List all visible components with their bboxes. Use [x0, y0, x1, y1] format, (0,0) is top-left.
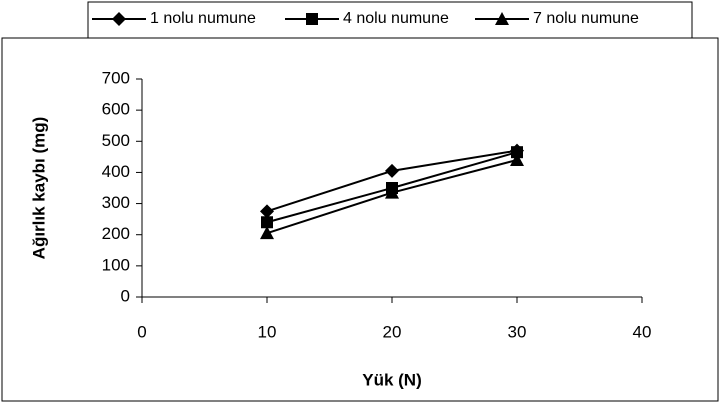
x-tick-label: 40 — [633, 322, 652, 341]
x-tick-label: 0 — [137, 322, 146, 341]
legend-label: 4 nolu numune — [343, 10, 449, 27]
data-point — [511, 146, 523, 159]
y-tick-label: 0 — [121, 286, 130, 305]
chart-frame — [1, 37, 719, 402]
legend: 1 nolu numune 4 nolu numune 7 nolu numune — [92, 10, 639, 27]
legend-box — [87, 1, 693, 39]
legend-marker — [495, 12, 509, 25]
y-tick-label: 300 — [102, 193, 130, 212]
data-point — [260, 204, 274, 219]
x-tick-label: 10 — [258, 322, 277, 341]
y-tick-label: 600 — [102, 100, 130, 119]
legend-label: 1 nolu numune — [150, 10, 256, 27]
y-tick-label: 700 — [102, 68, 130, 87]
legend-marker — [306, 13, 318, 25]
data-point — [385, 163, 399, 178]
y-tick-label: 200 — [102, 224, 130, 243]
data-point — [261, 216, 273, 229]
y-axis-label: Ağırlık kaybı (mg) — [29, 117, 48, 260]
x-tick-label: 30 — [508, 322, 527, 341]
data-point — [385, 185, 399, 199]
x-tick-label: 20 — [383, 322, 402, 341]
legend-marker — [112, 12, 126, 26]
y-tick-label: 100 — [102, 255, 130, 274]
data-point — [510, 152, 524, 166]
y-tick-label: 500 — [102, 131, 130, 150]
x-axis-label: Yük (N) — [362, 370, 422, 389]
y-tick-label: 400 — [102, 162, 130, 181]
data-point — [260, 226, 274, 240]
legend-label: 7 nolu numune — [533, 10, 639, 27]
